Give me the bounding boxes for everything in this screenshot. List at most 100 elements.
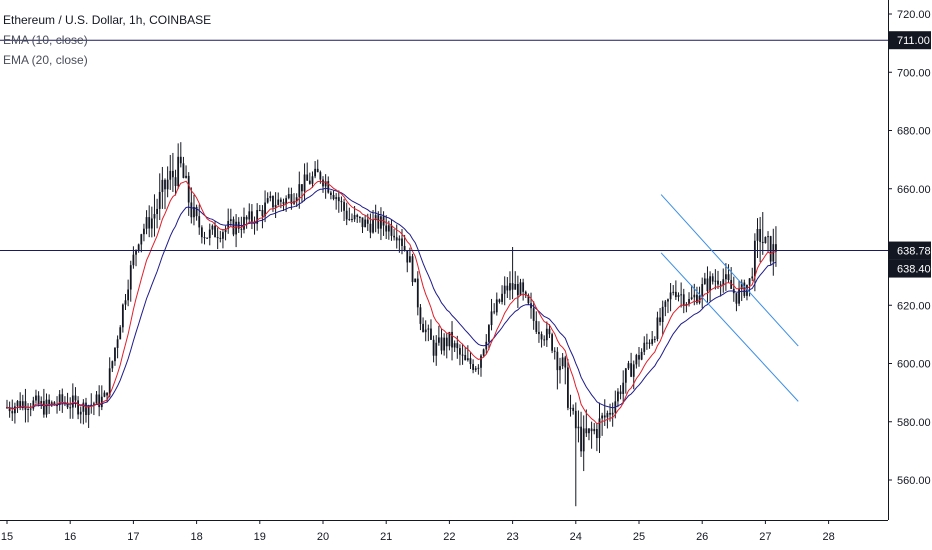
candle-body bbox=[595, 428, 598, 439]
candle-body bbox=[290, 194, 293, 204]
trend-lines[interactable] bbox=[660, 194, 799, 402]
candle-body bbox=[443, 337, 446, 351]
x-axis[interactable]: 15 16 17 18 19 20 21 22 23 24 25 26 27 28 bbox=[0, 520, 932, 550]
candle bbox=[535, 311, 538, 334]
candle bbox=[356, 213, 359, 223]
candle bbox=[680, 282, 683, 308]
candle-body bbox=[593, 428, 596, 432]
candle bbox=[127, 279, 130, 307]
candle-body bbox=[298, 184, 301, 198]
candle-body bbox=[235, 221, 237, 235]
candle bbox=[116, 335, 119, 359]
candle bbox=[277, 192, 280, 206]
candle bbox=[40, 396, 43, 409]
candle-body bbox=[411, 256, 414, 283]
candle bbox=[453, 340, 456, 353]
candle bbox=[759, 216, 762, 263]
candle-body bbox=[380, 216, 382, 229]
candle bbox=[90, 393, 93, 414]
candle bbox=[617, 388, 619, 408]
candle bbox=[477, 364, 480, 375]
candle-body bbox=[327, 181, 330, 193]
candle bbox=[227, 208, 230, 234]
candle-body bbox=[437, 337, 440, 343]
candle-body bbox=[366, 219, 369, 224]
y-tick-label: 560.00 bbox=[897, 475, 931, 487]
candle bbox=[424, 320, 427, 342]
candle-body bbox=[32, 400, 35, 409]
candle bbox=[501, 285, 503, 305]
candle bbox=[8, 401, 11, 418]
legend-ema-20[interactable]: EMA (20, close) bbox=[3, 53, 88, 67]
candle bbox=[580, 411, 582, 457]
candle bbox=[21, 394, 24, 411]
candle bbox=[119, 325, 122, 340]
candle-body bbox=[472, 364, 474, 370]
candle bbox=[506, 277, 509, 298]
candle bbox=[553, 347, 556, 360]
candle-body bbox=[495, 299, 498, 313]
candle-body bbox=[451, 331, 453, 348]
candle bbox=[174, 169, 177, 196]
candle-body bbox=[577, 426, 580, 429]
candle-body bbox=[664, 301, 667, 307]
candle bbox=[561, 353, 564, 370]
candle-body bbox=[308, 180, 311, 184]
candle-body bbox=[401, 238, 403, 246]
price-tag-last-box bbox=[889, 259, 931, 278]
horizontal-lines[interactable] bbox=[0, 39, 888, 252]
legend-ema-10[interactable]: EMA (10, close) bbox=[3, 33, 88, 47]
candle-body bbox=[37, 395, 40, 405]
candle-body bbox=[638, 355, 640, 360]
candle bbox=[432, 335, 435, 363]
candle-body bbox=[11, 411, 14, 414]
candle-body bbox=[414, 278, 417, 283]
candle-body bbox=[690, 297, 693, 299]
candle-body bbox=[759, 229, 762, 242]
candle bbox=[264, 190, 266, 223]
candle-body bbox=[324, 181, 327, 187]
candle-body bbox=[403, 245, 406, 251]
candle bbox=[753, 233, 756, 292]
candle-body bbox=[208, 229, 211, 239]
candle-body bbox=[661, 306, 664, 323]
candle bbox=[324, 174, 327, 199]
candle-body bbox=[222, 232, 224, 239]
candle bbox=[248, 203, 251, 224]
candle-body bbox=[343, 202, 345, 211]
x-tick-label: 28 bbox=[822, 531, 834, 543]
candle-body bbox=[114, 347, 116, 362]
candle bbox=[58, 390, 61, 411]
candle bbox=[709, 271, 711, 302]
candle-body bbox=[582, 428, 585, 452]
candle-body bbox=[361, 217, 364, 228]
candle-body bbox=[653, 338, 656, 340]
candle-body bbox=[601, 415, 604, 419]
ema-10-path bbox=[6, 180, 776, 425]
y-tick-label: 700.00 bbox=[897, 67, 931, 79]
candle-body bbox=[530, 303, 532, 309]
candle-body bbox=[611, 412, 614, 415]
candle-body bbox=[569, 407, 572, 409]
candle bbox=[330, 190, 332, 200]
candle bbox=[269, 191, 272, 202]
candle bbox=[398, 235, 401, 253]
candle-body bbox=[79, 411, 82, 415]
candle-body bbox=[240, 228, 243, 230]
candle-body bbox=[540, 334, 543, 340]
candle-body bbox=[730, 280, 733, 289]
candle bbox=[156, 198, 158, 229]
candle bbox=[103, 390, 106, 398]
candle bbox=[722, 268, 725, 293]
trend-line-1[interactable] bbox=[660, 252, 799, 402]
candle bbox=[14, 402, 16, 424]
candle-body bbox=[172, 170, 174, 178]
candle-body bbox=[279, 199, 282, 202]
candle bbox=[306, 162, 309, 181]
trend-line-0[interactable] bbox=[660, 194, 799, 347]
candle-body bbox=[682, 294, 685, 307]
candle bbox=[646, 333, 648, 350]
candle-body bbox=[187, 175, 190, 203]
candle-body bbox=[617, 391, 619, 402]
